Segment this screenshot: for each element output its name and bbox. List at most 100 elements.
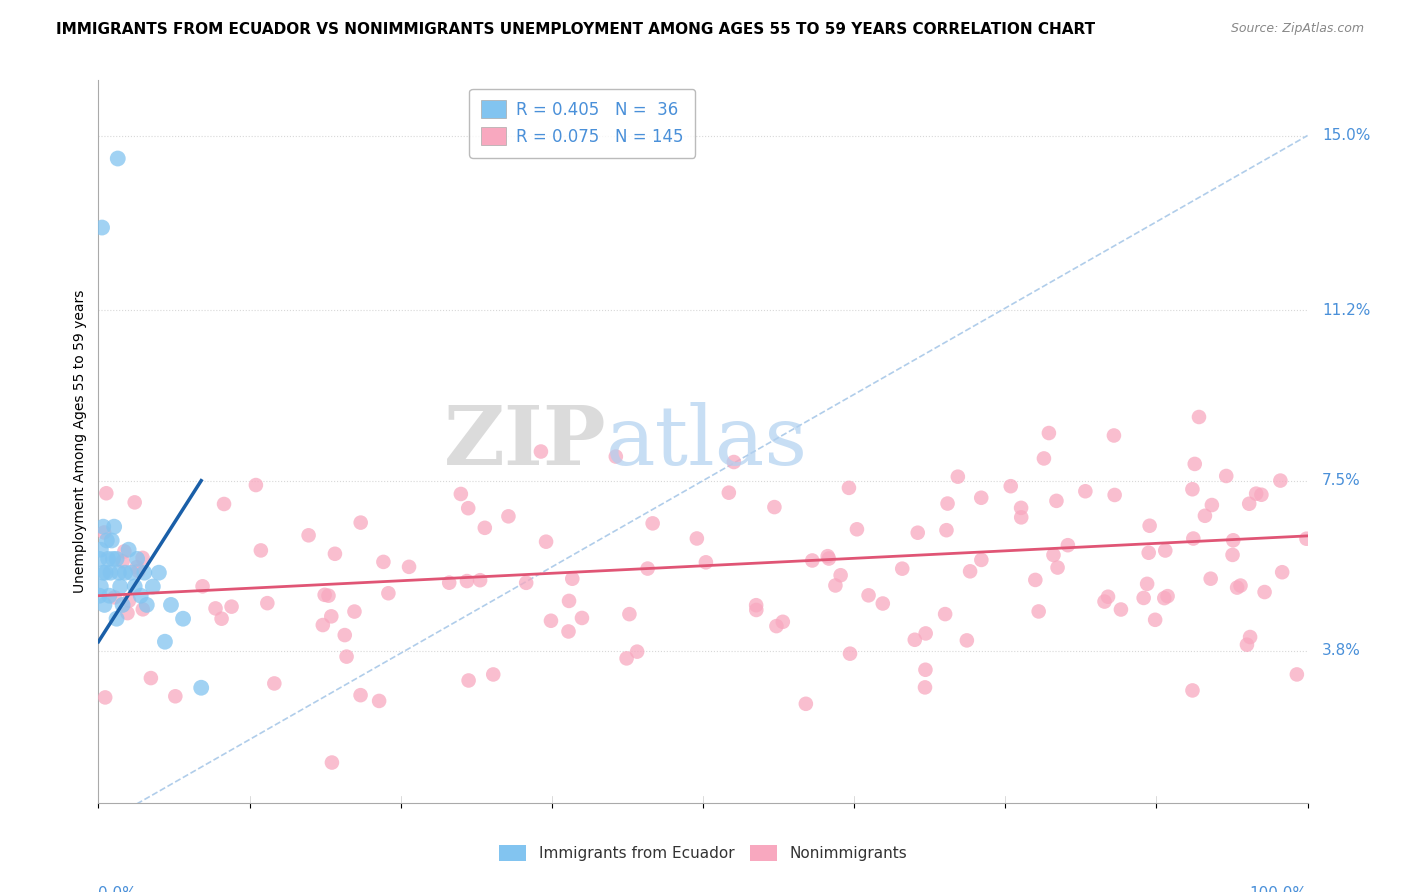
Point [94,566,117,580]
Point [1295,532,1317,546]
Point [108,566,131,580]
Point [616,651,638,665]
Point [839,647,862,661]
Point [91,566,114,580]
Point [97,552,120,566]
Point [498,509,520,524]
Point [872,597,894,611]
Point [723,455,745,469]
Point [468,573,491,587]
Point [98,589,121,603]
Point [845,522,868,536]
Point [745,603,768,617]
Point [817,549,839,564]
Point [221,599,243,614]
Point [312,618,335,632]
Point [153,634,176,648]
Point [250,543,273,558]
Point [114,566,136,580]
Point [935,523,957,537]
Point [1094,594,1116,608]
Point [343,605,366,619]
Point [474,521,496,535]
Point [1182,532,1205,546]
Point [830,568,852,582]
Point [1109,602,1132,616]
Point [132,602,155,616]
Point [129,589,152,603]
Point [1236,638,1258,652]
Point [959,564,981,578]
Point [1042,548,1064,562]
Text: 3.8%: 3.8% [1322,643,1361,658]
Point [139,671,162,685]
Point [118,593,141,607]
Point [858,588,880,602]
Point [314,588,336,602]
Point [350,516,373,530]
Point [256,596,278,610]
Point [914,663,936,677]
Point [124,495,146,509]
Point [637,561,659,575]
Point [321,609,343,624]
Point [103,519,125,533]
Point [794,697,817,711]
Point [127,552,149,566]
Point [1046,560,1069,574]
Point [1010,500,1032,515]
Point [1139,518,1161,533]
Point [1000,479,1022,493]
Point [333,628,356,642]
Point [142,580,165,594]
Point [1188,409,1211,424]
Point [1010,510,1032,524]
Text: 0.0%: 0.0% [98,886,138,892]
Point [561,572,583,586]
Point [105,552,128,566]
Point [204,601,226,615]
Point [211,612,233,626]
Point [118,542,141,557]
Point [104,591,127,605]
Point [165,690,187,704]
Y-axis label: Unemployment Among Ages 55 to 59 years: Unemployment Among Ages 55 to 59 years [73,290,87,593]
Point [1199,572,1222,586]
Point [745,598,768,612]
Point [1194,508,1216,523]
Point [101,552,124,566]
Point [1045,494,1067,508]
Point [1229,578,1251,592]
Point [1201,498,1223,512]
Point [717,485,740,500]
Point [641,516,664,531]
Point [1102,428,1125,442]
Point [297,528,319,542]
Point [335,649,357,664]
Point [100,566,122,580]
Point [1032,451,1054,466]
Point [456,574,478,588]
Text: 11.2%: 11.2% [1322,303,1371,318]
Point [914,626,936,640]
Point [619,607,641,621]
Point [558,594,581,608]
Point [970,491,993,505]
Point [457,673,479,688]
Point [93,525,115,540]
Point [377,586,399,600]
Point [105,612,128,626]
Point [96,533,118,548]
Point [398,559,420,574]
Point [801,553,824,567]
Point [89,552,111,566]
Point [1074,484,1097,499]
Point [530,444,553,458]
Point [626,645,648,659]
Point [349,688,371,702]
Text: IMMIGRANTS FROM ECUADOR VS NONIMMIGRANTS UNEMPLOYMENT AMONG AGES 55 TO 59 YEARS : IMMIGRANTS FROM ECUADOR VS NONIMMIGRANTS… [56,22,1095,37]
Point [1144,613,1167,627]
Point [936,497,959,511]
Point [818,551,841,566]
Text: atlas: atlas [606,401,808,482]
